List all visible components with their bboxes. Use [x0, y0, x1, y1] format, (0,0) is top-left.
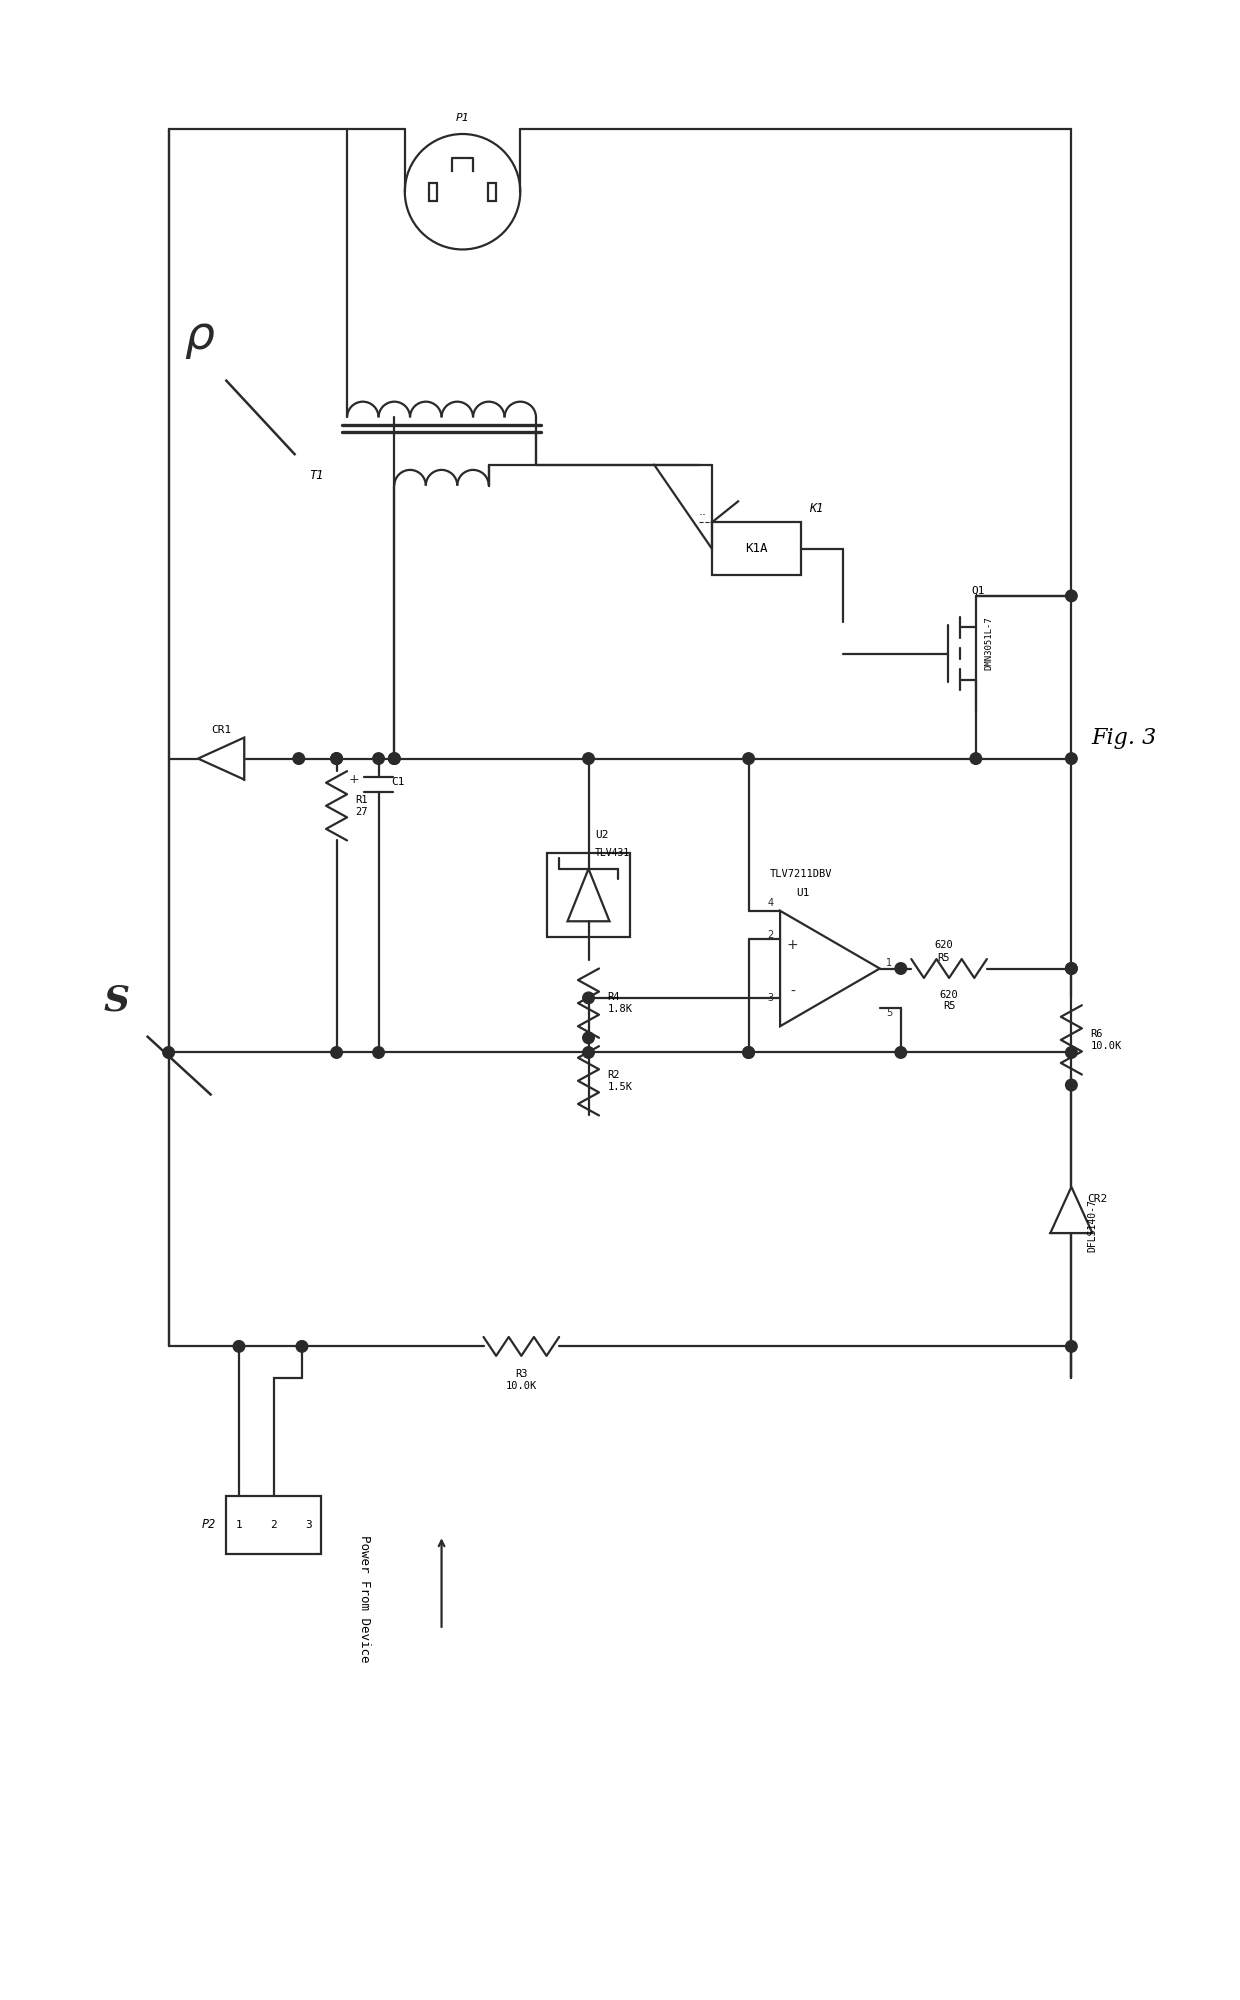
Polygon shape: [1050, 1186, 1092, 1234]
Circle shape: [1065, 590, 1078, 602]
Text: -: -: [790, 984, 795, 998]
Bar: [489, 182, 496, 200]
Text: U1: U1: [796, 888, 810, 898]
Polygon shape: [198, 738, 244, 780]
Text: $\rho$: $\rho$: [185, 316, 216, 362]
Circle shape: [162, 1046, 175, 1058]
Text: R1
27: R1 27: [356, 796, 368, 816]
Text: 2: 2: [768, 930, 774, 940]
Text: +: +: [787, 938, 799, 952]
Text: Q1: Q1: [972, 586, 985, 596]
Text: R3
10.0K: R3 10.0K: [506, 1370, 537, 1392]
Text: 620
R5: 620 R5: [940, 990, 959, 1012]
Text: R6
10.0K: R6 10.0K: [1090, 1030, 1121, 1050]
Text: 620: 620: [935, 940, 954, 950]
Text: R5: R5: [937, 954, 950, 964]
Bar: [227, 1496, 321, 1554]
Circle shape: [583, 1046, 594, 1058]
Circle shape: [1065, 1080, 1078, 1090]
Circle shape: [331, 1046, 342, 1058]
Text: DFLS140-7: DFLS140-7: [1087, 1200, 1097, 1252]
Circle shape: [743, 752, 754, 764]
Text: P1: P1: [456, 114, 469, 124]
Circle shape: [1065, 752, 1078, 764]
Circle shape: [583, 752, 594, 764]
Circle shape: [373, 1046, 384, 1058]
Text: K1A: K1A: [745, 542, 768, 556]
Text: R2
1.5K: R2 1.5K: [608, 1070, 632, 1092]
Text: Fig. 3: Fig. 3: [1091, 726, 1157, 748]
Circle shape: [743, 1046, 754, 1058]
Text: T1: T1: [309, 468, 322, 482]
Text: Power From Device: Power From Device: [357, 1534, 371, 1662]
Circle shape: [388, 752, 401, 764]
Text: R4
1.8K: R4 1.8K: [608, 992, 632, 1014]
Circle shape: [331, 752, 342, 764]
Text: CR1: CR1: [211, 726, 231, 736]
Circle shape: [895, 962, 906, 974]
Circle shape: [743, 1046, 754, 1058]
Circle shape: [895, 1046, 906, 1058]
Text: S: S: [103, 984, 129, 1018]
Bar: [712, 522, 801, 574]
Text: ..: ..: [698, 506, 707, 518]
Circle shape: [1065, 1340, 1078, 1352]
Text: +: +: [348, 774, 360, 786]
Circle shape: [1065, 962, 1078, 974]
Text: P2: P2: [202, 1518, 216, 1532]
Text: 5: 5: [887, 1008, 893, 1018]
Circle shape: [583, 1032, 594, 1044]
Text: 3: 3: [768, 992, 774, 1002]
Circle shape: [583, 992, 594, 1004]
Circle shape: [970, 752, 982, 764]
Text: 1: 1: [236, 1520, 242, 1530]
Bar: [547, 854, 630, 938]
Text: 4: 4: [768, 898, 774, 908]
Circle shape: [293, 752, 305, 764]
Text: K1: K1: [810, 502, 823, 516]
Text: TLV7211DBV: TLV7211DBV: [770, 870, 832, 880]
Text: C1: C1: [391, 776, 404, 786]
Text: CR2: CR2: [1087, 1194, 1107, 1204]
Circle shape: [331, 752, 342, 764]
Bar: [429, 182, 436, 200]
Circle shape: [1065, 1046, 1078, 1058]
Circle shape: [296, 1340, 308, 1352]
Text: TLV431: TLV431: [595, 848, 630, 858]
Circle shape: [1065, 962, 1078, 974]
Text: 2: 2: [270, 1520, 277, 1530]
Text: 3: 3: [305, 1520, 311, 1530]
Circle shape: [233, 1340, 244, 1352]
Text: U2: U2: [595, 830, 609, 840]
Circle shape: [388, 752, 401, 764]
Text: 1: 1: [887, 958, 893, 968]
Circle shape: [373, 752, 384, 764]
Text: DMN3051L-7: DMN3051L-7: [985, 616, 993, 670]
